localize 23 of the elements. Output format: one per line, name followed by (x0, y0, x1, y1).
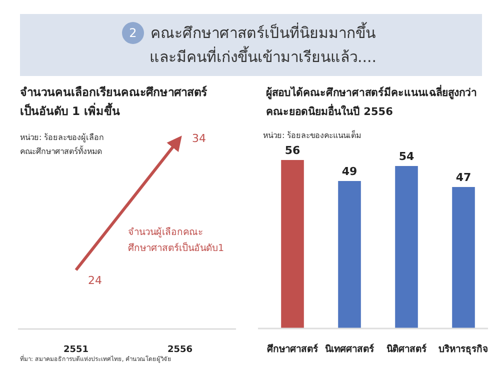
data-label: 49 (342, 165, 358, 178)
x-tick-label: ศึกษาศาสตร์ (267, 343, 319, 355)
data-label: 54 (398, 150, 414, 163)
x-tick-label: นิเทศศาสตร์ (325, 343, 375, 355)
bar (281, 160, 304, 328)
data-label: 24 (88, 274, 102, 287)
data-label: 56 (284, 144, 300, 157)
data-label: 47 (456, 171, 472, 184)
bar (338, 181, 361, 328)
x-tick-label: บริหารธุรกิจ (438, 344, 488, 355)
chart-title: ผู้สอบได้คณะศึกษาศาสตร์มีคะแนนเฉลี่ยสูงกว่า คณะยอดนิยมอื่นในปี 2556 (266, 84, 477, 118)
x-tick-label: นิติศาสตร์ (386, 343, 428, 355)
text: 2 (129, 26, 137, 40)
chart-title: จำนวนคนเลือกเรียนคณะศึกษาศาสตร์ เป็นอันดับ 1 เพิ่มขึ้น (20, 85, 208, 118)
bar (452, 187, 475, 328)
series-label: จำนวนผู้เลือกคณะ ศึกษาศาสตร์เป็นอันดับ1 (128, 227, 224, 254)
x-tick-label: 2551 (63, 345, 89, 355)
chart-subtitle: หน่วย: ร้อยละของผู้เลือก คณะศึกษาศาสตร์ทั้งหมด (20, 133, 104, 156)
x-tick-label: 2556 (167, 345, 193, 355)
data-label: 34 (192, 132, 206, 145)
text: คณะศึกษาศาสตร์เป็นที่นิยมมากขึ้น และมีคนที่เก่งขึ้นเข้ามาเรียนแล้ว.... (149, 22, 377, 66)
bar (395, 166, 418, 328)
chart-subtitle: หน่วย: ร้อยละของคะแนนเต็ม (263, 130, 362, 140)
